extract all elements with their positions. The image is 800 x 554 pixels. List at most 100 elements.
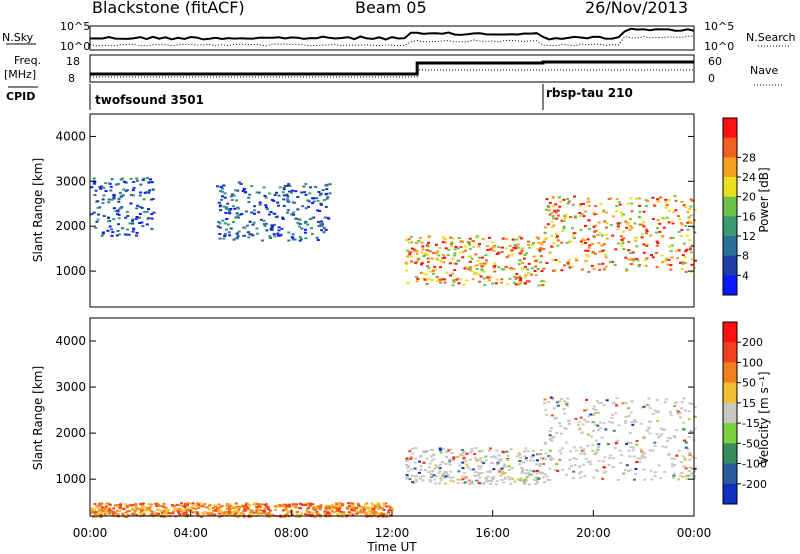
scatter-cell bbox=[240, 213, 244, 215]
scatter-cell bbox=[521, 468, 525, 471]
scatter-cell bbox=[284, 506, 288, 509]
scatter-cell bbox=[590, 264, 594, 267]
scatter-cell bbox=[425, 450, 429, 452]
scatter-cell bbox=[198, 502, 202, 505]
scatter-cell bbox=[439, 478, 443, 481]
scatter-cell bbox=[340, 515, 344, 518]
scatter-cell bbox=[116, 209, 120, 212]
scatter-cell bbox=[611, 421, 614, 424]
scatter-cell bbox=[594, 423, 598, 426]
scatter-cell bbox=[310, 227, 313, 230]
scatter-cell bbox=[611, 234, 615, 237]
scatter-cell bbox=[193, 511, 197, 514]
scatter-cell bbox=[596, 448, 600, 451]
scatter-cell bbox=[685, 248, 689, 251]
scatter-cell bbox=[565, 241, 569, 244]
scatter-cell bbox=[619, 235, 623, 238]
scatter-cell bbox=[127, 514, 130, 516]
scatter-cell bbox=[187, 508, 191, 511]
scatter-cell bbox=[381, 515, 385, 518]
scatter-cell bbox=[101, 202, 105, 205]
scatter-cell bbox=[508, 244, 512, 247]
scatter-cell bbox=[364, 506, 368, 509]
scatter-cell bbox=[258, 503, 262, 506]
scatter-cell bbox=[505, 450, 509, 453]
scatter-cell bbox=[323, 512, 327, 515]
scatter-cell bbox=[587, 460, 590, 463]
scatter-cell bbox=[324, 193, 328, 196]
scatter-cell bbox=[549, 459, 553, 461]
scatter-cell bbox=[148, 506, 152, 509]
scatter-cell bbox=[557, 260, 561, 263]
scatter-cell bbox=[194, 508, 198, 511]
scatter-cell bbox=[346, 502, 350, 505]
scatter-cell bbox=[147, 181, 151, 184]
scatter-cell bbox=[307, 511, 311, 514]
scatter-cell bbox=[504, 465, 508, 468]
scatter-cell bbox=[684, 270, 688, 273]
scatter-cell bbox=[352, 509, 356, 512]
scatter-cell bbox=[121, 194, 125, 197]
scatter-cell bbox=[240, 505, 244, 508]
scatter-cell bbox=[225, 218, 229, 220]
scatter-cell bbox=[422, 450, 426, 453]
scatter-cell bbox=[286, 209, 290, 212]
scatter-cell bbox=[577, 424, 581, 426]
scatter-cell bbox=[377, 503, 381, 506]
scatter-cell bbox=[573, 237, 577, 240]
scatter-cell bbox=[235, 502, 238, 505]
scatter-cell bbox=[548, 438, 552, 441]
scatter-cell bbox=[295, 513, 299, 516]
scatter-cell bbox=[463, 267, 467, 270]
scatter-cell bbox=[236, 510, 240, 513]
scatter-cell bbox=[584, 225, 587, 227]
scatter-cell bbox=[591, 243, 594, 245]
scatter-cell bbox=[632, 259, 636, 262]
scatter-cell bbox=[626, 222, 630, 225]
scatter-cell bbox=[450, 243, 453, 245]
scatter-cell bbox=[633, 478, 636, 481]
scatter-cell bbox=[677, 249, 681, 252]
scatter-cell bbox=[533, 270, 537, 272]
scatter-cell bbox=[405, 474, 409, 477]
scatter-cell bbox=[666, 263, 670, 266]
scatter-cell bbox=[687, 208, 691, 211]
scatter-cell bbox=[660, 236, 664, 239]
scatter-cell bbox=[312, 506, 316, 509]
scatter-cell bbox=[315, 510, 319, 513]
scatter-cell bbox=[121, 227, 125, 230]
scatter-cell bbox=[116, 509, 119, 512]
scatter-cell bbox=[539, 449, 543, 452]
scatter-cell bbox=[673, 401, 677, 404]
scatter-cell bbox=[222, 205, 226, 208]
scatter-cell bbox=[285, 504, 289, 507]
scatter-cell bbox=[535, 472, 539, 475]
ytick-label: 2000 bbox=[55, 426, 86, 440]
scatter-cell bbox=[625, 268, 629, 271]
scatter-cell bbox=[477, 474, 480, 477]
scatter-cell bbox=[547, 455, 551, 458]
scatter-cell bbox=[96, 200, 100, 203]
scatter-cell bbox=[474, 236, 478, 239]
scatter-cell bbox=[586, 197, 590, 200]
scatter-cell bbox=[604, 265, 608, 268]
scatter-cell bbox=[442, 261, 446, 264]
scatter-cell bbox=[665, 216, 669, 219]
scatter-cell bbox=[98, 513, 102, 516]
scatter-cell bbox=[642, 452, 646, 455]
scatter-cell bbox=[355, 510, 359, 513]
scatter-cell bbox=[651, 218, 655, 220]
scatter-cell bbox=[497, 246, 501, 248]
scatter-cell bbox=[651, 196, 655, 199]
scatter-cell bbox=[548, 213, 552, 216]
scatter-cell bbox=[454, 245, 458, 248]
scatter-cell bbox=[135, 216, 139, 218]
scatter-cell bbox=[471, 482, 475, 485]
scatter-cell bbox=[287, 183, 291, 186]
scatter-cell bbox=[219, 511, 223, 514]
scatter-cell bbox=[584, 242, 587, 244]
scatter-cell bbox=[229, 195, 233, 198]
scatter-cell bbox=[461, 256, 465, 259]
scatter-cell bbox=[262, 223, 266, 226]
power-ylabel: Slant Range [km] bbox=[31, 158, 45, 262]
